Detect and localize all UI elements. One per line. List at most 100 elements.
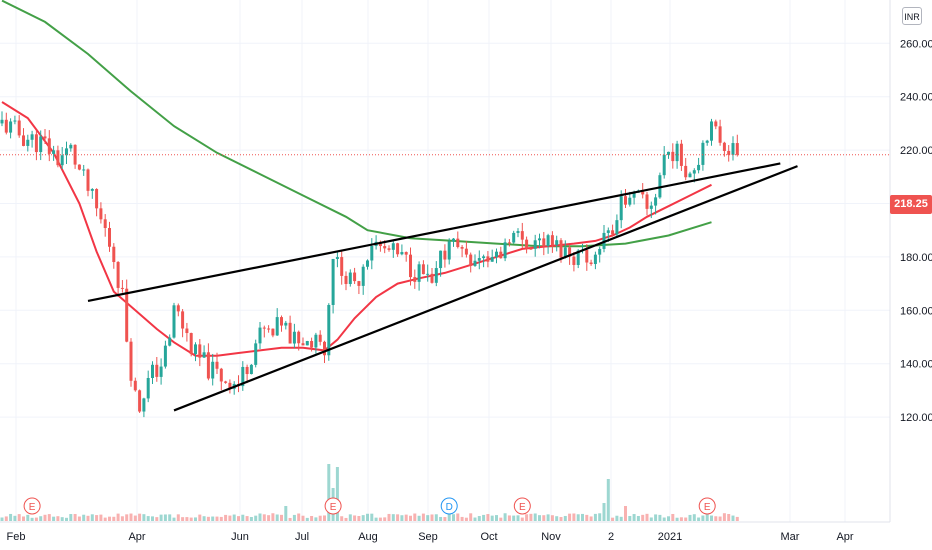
volume-bar <box>667 516 670 521</box>
candle-body <box>241 366 245 387</box>
candle-body <box>60 155 64 166</box>
candle-body <box>383 246 387 249</box>
candle-body <box>305 341 309 346</box>
candle-body <box>538 238 541 241</box>
volume-bar <box>151 516 154 521</box>
volume-bar <box>684 517 688 521</box>
volume-bar <box>563 515 567 521</box>
candle-body <box>628 197 632 205</box>
volume-bar <box>13 515 17 521</box>
y-tick-label: 260.00 <box>900 38 932 50</box>
volume-bar <box>409 515 412 521</box>
x-tick-label: Sep <box>418 531 438 543</box>
candle-body <box>159 366 163 377</box>
volume-bar <box>589 516 593 521</box>
candle-body <box>262 327 266 329</box>
volume-bar <box>112 516 116 521</box>
candle-body <box>473 260 477 266</box>
candle-body <box>619 196 623 221</box>
volume-bar <box>69 514 73 521</box>
candle-body <box>486 256 490 262</box>
y-tick-label: 220.00 <box>900 145 932 157</box>
volume-bar <box>26 514 30 521</box>
candle-body <box>585 249 589 263</box>
volume-bar <box>34 517 38 521</box>
volume-bar <box>17 514 21 521</box>
x-tick-label: Jun <box>231 531 249 543</box>
x-tick-label: Aug <box>358 531 378 543</box>
volume-bar <box>477 516 481 521</box>
y-tick-label: 140.00 <box>900 359 932 371</box>
volume-bar <box>688 514 692 521</box>
volume-bar <box>731 515 735 521</box>
volume-bar <box>60 517 64 521</box>
candle-body <box>357 281 361 286</box>
candle-body <box>112 246 116 263</box>
candle-body <box>181 311 185 329</box>
y-tick-label: 120.00 <box>900 412 932 424</box>
candle-body <box>705 140 709 143</box>
volume-bar <box>224 514 228 521</box>
x-tick-label: Nov <box>541 531 561 543</box>
candle-body <box>409 254 412 278</box>
candlesticks <box>0 111 739 418</box>
candle-body <box>443 250 447 260</box>
candle-body <box>404 252 408 255</box>
volume-bar <box>228 515 232 521</box>
volume-bar <box>73 513 77 521</box>
candle-body <box>593 254 597 265</box>
event-marker-label: E <box>330 502 337 513</box>
event-marker-label: D <box>446 502 453 513</box>
volume-bar <box>366 513 369 521</box>
volume-bar <box>378 517 382 521</box>
volume-bar <box>189 517 193 521</box>
volume-bar <box>391 514 395 521</box>
volume-bar <box>206 516 210 521</box>
candle-body <box>469 254 473 266</box>
candle-body <box>439 250 443 269</box>
candle-body <box>215 361 219 369</box>
candle-body <box>452 238 455 242</box>
volume-bar <box>30 517 34 521</box>
volume-bar <box>305 517 309 521</box>
candle-body <box>697 164 701 171</box>
volume-bar <box>284 506 288 521</box>
candle-body <box>426 273 430 275</box>
volume-bar <box>542 515 546 521</box>
candle-body <box>172 305 176 338</box>
candle-body <box>47 138 51 154</box>
volume-bar <box>133 515 137 521</box>
volume-bar <box>710 515 713 521</box>
candle-body <box>615 220 619 235</box>
candle-body <box>318 334 322 342</box>
candle-body <box>52 150 56 154</box>
volume-bar <box>387 513 391 521</box>
volume-bar <box>413 513 417 521</box>
volume-bars <box>0 464 739 521</box>
volume-bar <box>572 513 576 521</box>
currency-label[interactable]: INR <box>902 7 922 25</box>
volume-bar <box>576 514 580 521</box>
volume-bar <box>249 517 253 521</box>
volume-bar <box>585 514 589 521</box>
volume-bar <box>735 516 739 521</box>
candle-body <box>198 344 202 358</box>
volume-bar <box>675 517 679 521</box>
candle-body <box>731 143 735 155</box>
volume-bar <box>658 514 662 521</box>
volume-bar <box>568 513 572 521</box>
candle-body <box>495 251 498 258</box>
candle-body <box>206 352 210 379</box>
volume-bar <box>241 514 245 521</box>
volume-bar <box>90 514 94 521</box>
volume-bar <box>22 516 25 521</box>
x-tick-label: Apr <box>836 531 853 543</box>
volume-bar <box>116 513 120 521</box>
slow-moving-average <box>1 0 712 248</box>
candle-body <box>598 248 602 255</box>
candle-body <box>688 173 692 178</box>
candle-body <box>499 251 503 259</box>
candle-body <box>516 231 520 233</box>
candle-body <box>546 235 550 247</box>
